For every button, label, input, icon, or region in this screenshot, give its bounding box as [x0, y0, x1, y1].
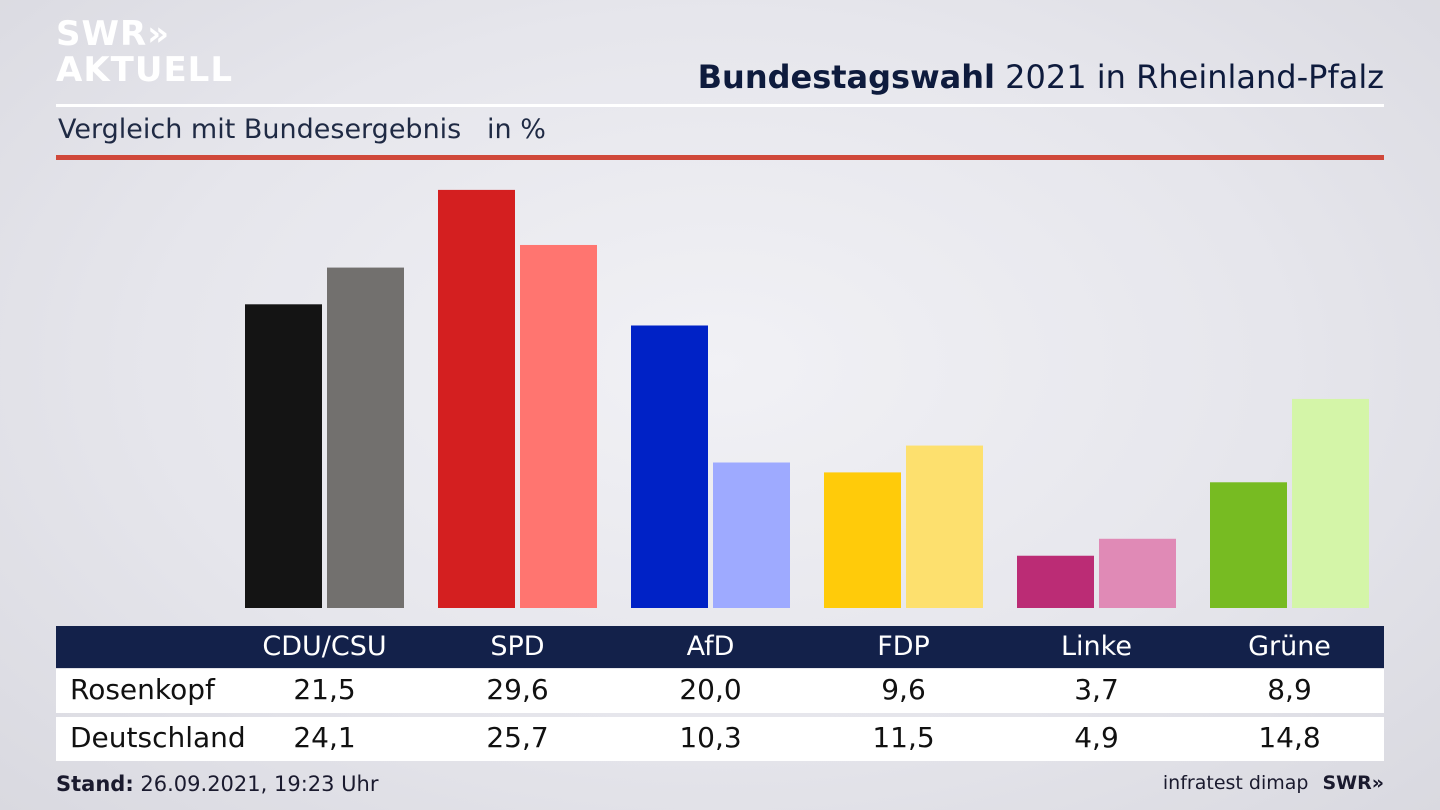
- table-row-deutschland: Deutschland 24,1 25,7 10,3 11,5 4,9 14,8: [56, 717, 1384, 761]
- title-bold: Bundestagswahl: [697, 58, 995, 96]
- value-gr-ne-deutschland: 14,8: [1258, 721, 1321, 754]
- column-header-spd: SPD: [490, 631, 545, 662]
- column-header-gr-ne: Grüne: [1248, 631, 1331, 662]
- bar-cdu-csu-deutschland: [327, 267, 404, 608]
- stand-value: 26.09.2021, 19:23 Uhr: [133, 772, 379, 796]
- bar-afd-rosenkopf: [631, 325, 708, 608]
- value-cdu-csu-rosenkopf: 21,5: [293, 673, 356, 706]
- value-gr-ne-rosenkopf: 8,9: [1267, 673, 1312, 706]
- swr-small-logo: SWR»: [1322, 772, 1384, 794]
- value-linke-deutschland: 4,9: [1074, 721, 1119, 754]
- footer-stand: Stand: 26.09.2021, 19:23 Uhr: [56, 772, 379, 796]
- row-label: Deutschland: [70, 721, 246, 754]
- bar-chart: [245, 189, 1369, 608]
- logo-line-1: SWR»: [56, 14, 171, 54]
- title-rest: 2021 in Rheinland-Pfalz: [995, 58, 1384, 96]
- bar-afd-deutschland: [713, 462, 790, 608]
- bar-linke-deutschland: [1099, 538, 1176, 608]
- footer-source: infratest dimap SWR»: [1163, 772, 1384, 794]
- value-afd-deutschland: 10,3: [679, 721, 742, 754]
- column-header-cdu-csu: CDU/CSU: [262, 631, 387, 662]
- value-fdp-rosenkopf: 9,6: [881, 673, 926, 706]
- chart-subtitle: Vergleich mit Bundesergebnis in %: [58, 114, 546, 145]
- stand-label: Stand:: [56, 772, 134, 796]
- value-spd-deutschland: 25,7: [486, 721, 549, 754]
- logo-line-2: AKTUELL: [56, 50, 234, 90]
- table-row-rosenkopf: Rosenkopf 21,5 29,6 20,0 9,6 3,7 8,9: [56, 669, 1384, 713]
- column-header-linke: Linke: [1061, 631, 1132, 662]
- bar-spd-deutschland: [520, 244, 597, 608]
- source-text: infratest dimap: [1162, 772, 1309, 794]
- bar-linke-rosenkopf: [1017, 555, 1094, 608]
- bar-cdu-csu-rosenkopf: [245, 304, 322, 608]
- bar-gr-ne-deutschland: [1292, 398, 1369, 608]
- value-fdp-deutschland: 11,5: [872, 721, 935, 754]
- value-cdu-csu-deutschland: 24,1: [293, 721, 356, 754]
- page-title: Bundestagswahl 2021 in Rheinland-Pfalz: [698, 58, 1384, 96]
- swr-aktuell-logo: SWR» AKTUELL: [56, 16, 233, 88]
- column-header-fdp: FDP: [877, 631, 930, 662]
- bar-fdp-deutschland: [906, 445, 983, 608]
- value-spd-rosenkopf: 29,6: [486, 673, 549, 706]
- bar-spd-rosenkopf: [438, 189, 515, 608]
- value-afd-rosenkopf: 20,0: [679, 673, 742, 706]
- title-divider: [56, 104, 1384, 107]
- bar-gr-ne-rosenkopf: [1210, 482, 1287, 608]
- row-label: Rosenkopf: [70, 673, 215, 706]
- value-linke-rosenkopf: 3,7: [1074, 673, 1119, 706]
- subtitle-divider: [56, 155, 1384, 160]
- table-header: CDU/CSU SPD AfD FDP Linke Grüne: [56, 626, 1384, 668]
- column-header-afd: AfD: [686, 631, 735, 662]
- bar-fdp-rosenkopf: [824, 472, 901, 608]
